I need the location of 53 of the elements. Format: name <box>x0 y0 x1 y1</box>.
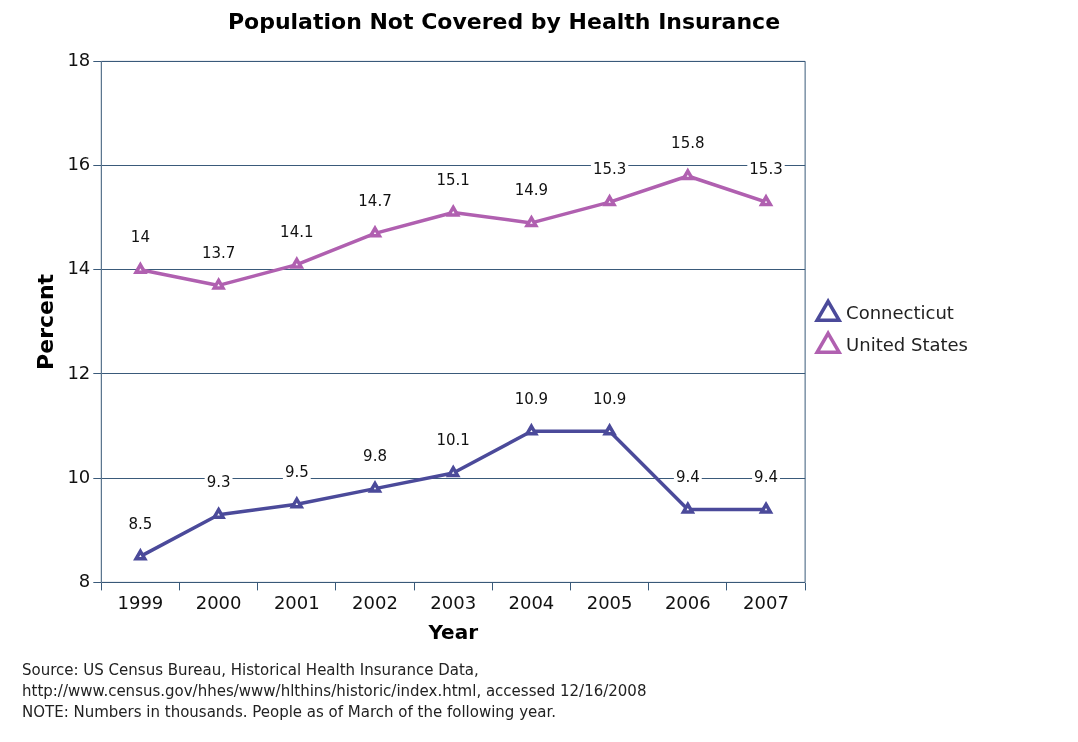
x-tick-label: 2004 <box>508 591 555 613</box>
point <box>212 278 225 290</box>
text: http://www.census.gov/hhes/www/hlthins/historic/index.html, accessed 12/16/2008 <box>22 681 647 702</box>
y-tick-label: 14 <box>67 257 91 279</box>
x-tick-label: 2002 <box>352 591 398 613</box>
data-label: 9.3 <box>206 473 231 492</box>
point <box>602 422 617 436</box>
y-tick-label: 12 <box>67 361 91 383</box>
x-tick-label: 2005 <box>586 591 633 613</box>
x-tick-label: 1999 <box>117 591 164 613</box>
x-axis-title: Year <box>427 620 479 645</box>
legend-label: United States <box>846 333 968 355</box>
data-label: 15.3 <box>592 160 627 179</box>
data-label: 14.1 <box>280 222 314 241</box>
y-axis-title: Percent <box>32 273 58 370</box>
chart-title: Population Not Covered by Health Insurance <box>227 8 781 34</box>
data-label: 14.9 <box>514 181 549 200</box>
data-label: 9.4 <box>754 467 778 486</box>
y-tick-label: 8 <box>78 570 91 592</box>
data-label: 10.1 <box>436 431 470 450</box>
data-label: 15.3 <box>749 160 783 179</box>
y-tick-label: 18 <box>67 49 91 71</box>
x-tick-label: 2003 <box>430 591 477 613</box>
point <box>133 547 148 561</box>
x-tick-label: 2007 <box>743 591 789 613</box>
y-tick-label: 10 <box>67 465 91 487</box>
data-label: 15.1 <box>436 170 470 189</box>
data-label: 10.9 <box>514 389 549 408</box>
data-label: 9.8 <box>363 447 387 466</box>
point <box>681 502 694 514</box>
x-tick-label: 2001 <box>273 591 320 613</box>
point <box>368 481 382 493</box>
data-label: 14.7 <box>358 191 392 210</box>
legend-label: Connecticut <box>846 301 954 323</box>
point <box>759 195 773 207</box>
data-label: 13.7 <box>201 243 236 262</box>
point <box>368 226 382 238</box>
data-label: 10.9 <box>592 389 627 408</box>
source-note: Source: US Census Bureau, Historical Health Insurance Data, <box>22 660 480 681</box>
data-label: 14 <box>130 228 150 247</box>
text: NOTE: Numbers in thousands. People as of March of the following year. <box>22 702 557 723</box>
x-tick-label: 2000 <box>195 591 242 613</box>
data-label: 9.4 <box>675 467 700 486</box>
data-label: 9.5 <box>284 462 309 481</box>
x-tick-label: 2006 <box>664 591 711 613</box>
data-label: 15.8 <box>671 134 705 153</box>
point <box>447 205 460 217</box>
point <box>525 422 539 436</box>
point <box>759 502 773 514</box>
y-tick-label: 16 <box>67 153 91 175</box>
data-label: 8.5 <box>128 514 153 533</box>
point <box>212 507 225 519</box>
point <box>290 257 303 269</box>
